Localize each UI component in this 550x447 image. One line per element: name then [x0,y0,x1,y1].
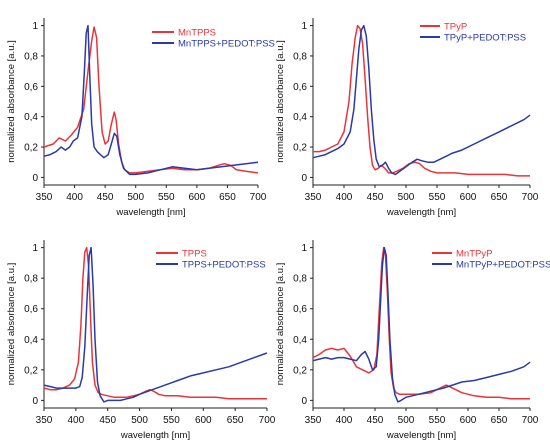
legend-entry: MnTPPS+PEDOT:PSS [178,39,275,50]
series-line-1 [43,246,267,400]
x-axis-label: wavelength [nm] [115,207,185,218]
x-tick-label: 700 [250,192,267,203]
y-tick-label: 0,8 [293,274,307,285]
x-tick-label: 500 [131,415,148,426]
y-tick-label: 0,8 [24,51,38,62]
x-tick-label: 700 [522,192,539,203]
x-tick-label: 400 [66,192,83,203]
y-tick-label: 0,6 [293,82,307,93]
x-axis-label: wavelength [nm] [386,207,456,218]
y-tick-label: 0,2 [293,143,307,154]
y-tick-label: 0,4 [293,335,307,346]
x-tick-label: 650 [491,415,508,426]
y-tick-label: 0,6 [293,304,307,315]
y-tick-label: 0,4 [24,335,38,346]
series-line-2 [43,24,259,176]
x-tick-label: 600 [460,192,477,203]
x-axis-label: wavelength [nm] [386,430,456,441]
x-tick-label: 400 [336,415,353,426]
x-tick-label: 350 [305,415,322,426]
x-tick-label: 550 [163,415,180,426]
y-axis-label: normalized absorbance [a.u.] [275,263,286,386]
x-axis-label: wavelength [nm] [120,430,190,441]
y-tick-label: 1 [301,243,307,254]
y-tick-label: 0,2 [293,365,307,376]
x-tick-label: 450 [367,415,384,426]
x-tick-label: 700 [522,415,539,426]
panel-2: 350 400 450 500 550 600 650 700 0 0,2 0,4 0,6 0,8 1 wa… [275,18,539,218]
x-tick-label: 450 [97,192,114,203]
x-tick-label: 400 [68,415,85,426]
y-axis-label: normalized absorbance [a.u.] [6,40,17,163]
x-tick-label: 500 [398,415,415,426]
series-line-1 [313,24,530,177]
series-line-2 [312,24,531,176]
x-tick-label: 600 [195,415,212,426]
legend-entry: TPPS [182,249,207,260]
x-tick-label: 650 [227,415,244,426]
legend-entry: MnTPyP+PEDOT:PSS [456,260,550,271]
x-tick-label: 400 [336,192,353,203]
y-tick-label: 0,2 [24,143,38,154]
y-axis-label: normalized absorbance [a.u.] [6,263,17,386]
x-tick-label: 350 [36,415,53,426]
x-tick-label: 450 [367,192,384,203]
legend-entry: TPyP+PEDOT:PSS [444,33,526,44]
x-tick-label: 350 [36,192,53,203]
x-tick-label: 450 [99,415,116,426]
y-tick-label: 1 [32,21,38,32]
x-tick-label: 500 [398,192,415,203]
y-tick-label: 0,8 [293,51,307,62]
y-tick-label: 0 [32,396,38,407]
x-tick-label: 550 [429,415,446,426]
legend-entry: MnTPyP [456,249,492,260]
x-tick-label: 650 [219,192,236,203]
series-line-2 [312,246,531,403]
series-line-2 [43,246,268,403]
x-tick-label: 550 [429,192,446,203]
y-tick-label: 1 [32,243,38,254]
x-tick-label: 550 [158,192,175,203]
legend-entry: MnTPPS [178,28,216,39]
x-tick-label: 700 [259,415,276,426]
x-tick-label: 600 [460,415,477,426]
x-tick-label: 600 [189,192,206,203]
y-tick-label: 0,2 [24,365,38,376]
y-tick-label: 0,6 [24,82,38,93]
y-tick-label: 0 [32,173,38,184]
y-tick-label: 0 [301,173,307,184]
legend-entry: TPPS+PEDOT:PSS [182,260,266,271]
y-tick-label: 1 [301,21,307,32]
legend-entry: TPyP [444,22,467,33]
panel-3: 350 400 450 500 550 600 650 700 0 0,2 0,4 0,6 0,8 1 wa… [6,240,276,441]
y-tick-label: 0,4 [293,112,307,123]
y-tick-label: 0 [301,396,307,407]
x-tick-label: 500 [127,192,144,203]
x-tick-label: 350 [305,192,322,203]
x-tick-label: 650 [491,192,508,203]
panel-1: 350 400 450 500 550 600 650 700 0 0,2 0,4 0,6 0,8 1 wa… [6,18,275,218]
y-tick-label: 0,4 [24,112,38,123]
y-tick-label: 0,8 [24,274,38,285]
panel-4: 350 400 450 500 550 600 650 700 0 0,2 0,4 0,6 0,8 1 wa… [275,240,550,441]
y-axis-label: normalized absorbance [a.u.] [275,40,286,163]
y-tick-label: 0,6 [24,304,38,315]
